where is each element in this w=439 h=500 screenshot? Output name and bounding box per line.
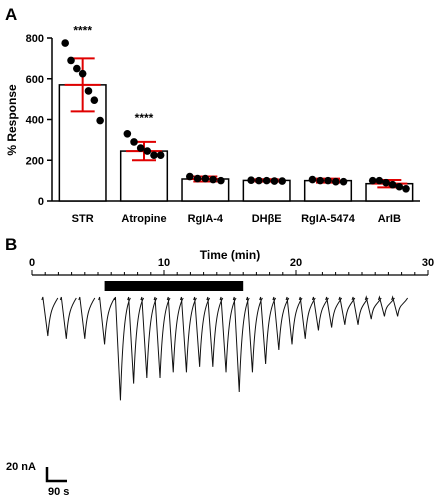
data-point	[308, 175, 317, 184]
y-tick-label: 200	[26, 155, 44, 167]
data-point	[255, 176, 263, 185]
data-point	[193, 174, 202, 183]
data-point	[96, 116, 104, 125]
data-point	[324, 176, 332, 185]
application-bar	[104, 281, 244, 291]
data-point	[136, 144, 145, 152]
x-tick-label: ArIB	[378, 213, 401, 225]
time-axis: 0 10 20 30	[29, 257, 434, 291]
current-pulse	[59, 296, 77, 339]
data-point	[78, 69, 87, 78]
current-pulse	[364, 295, 382, 320]
significance-label: ****	[73, 23, 92, 37]
current-pulse	[179, 296, 197, 373]
current-pulse	[285, 296, 303, 345]
significance-label: ****	[135, 111, 154, 125]
y-tick-label: 600	[26, 74, 44, 86]
significance-marks: **** ****	[73, 23, 153, 125]
current-pulse	[232, 296, 250, 393]
current-pulse	[245, 296, 263, 373]
data-point	[217, 176, 225, 185]
current-pulse	[41, 296, 59, 337]
current-pulse	[78, 296, 96, 339]
panel-a-label: A	[5, 5, 17, 24]
data-point	[201, 174, 210, 183]
scale-bar-lines	[45, 467, 67, 483]
current-pulse	[153, 296, 171, 379]
current-pulse	[311, 296, 329, 331]
data-point	[247, 176, 255, 185]
current-pulse	[193, 296, 211, 367]
data-point	[402, 184, 410, 193]
current-pulse	[272, 296, 290, 351]
current-trace	[41, 295, 409, 401]
current-pulse	[298, 296, 316, 339]
data-point	[375, 176, 384, 185]
x-tick-label: RgIA-4	[188, 213, 224, 225]
time-tick-label: 30	[422, 257, 434, 269]
data-point	[278, 177, 287, 185]
data-point	[316, 176, 325, 185]
data-point	[90, 96, 99, 104]
scale-time-label: 90 s	[48, 486, 69, 498]
time-tick-label: 20	[290, 257, 302, 269]
data-point	[185, 172, 194, 181]
data-point	[143, 147, 152, 155]
current-pulse	[206, 296, 224, 367]
y-axis: 0 200 400 600 800	[26, 33, 420, 208]
time-tick-label: 10	[158, 257, 170, 269]
data-point	[262, 176, 271, 185]
x-tick-label: DHβE	[252, 213, 282, 225]
data-point	[130, 138, 138, 146]
current-pulse	[113, 296, 131, 401]
y-tick-label: 400	[26, 115, 44, 127]
time-axis-title: Time (min)	[200, 248, 260, 262]
y-axis-title: % Response	[5, 84, 19, 156]
current-pulse	[377, 295, 395, 317]
current-pulse	[98, 296, 116, 345]
scale-bar: 20 nA 90 s	[6, 461, 69, 498]
current-pulse	[351, 296, 369, 325]
data-point	[84, 87, 93, 95]
data-point	[331, 177, 340, 186]
bar-0	[58, 84, 107, 202]
bar-chart-panel-a: % Response 0 200 400 600 800 STR Atropine RgIA…	[5, 23, 420, 225]
data-point	[270, 177, 279, 185]
current-pulse	[325, 296, 343, 328]
current-pulse	[391, 295, 409, 317]
data-point	[156, 151, 165, 159]
data-point	[395, 182, 404, 191]
x-tick-label: RgIA-5474	[301, 213, 356, 225]
data-point	[73, 64, 81, 73]
current-pulse	[166, 296, 184, 373]
current-pulse	[140, 296, 158, 379]
y-tick-label: 0	[38, 196, 44, 208]
x-tick-label: STR	[72, 213, 94, 225]
x-tick-label: Atropine	[121, 213, 166, 225]
current-pulse	[338, 296, 356, 325]
data-points-group	[61, 39, 410, 193]
error-bars-group	[64, 57, 408, 189]
current-pulse	[259, 296, 277, 365]
panel-b-label: B	[5, 235, 17, 254]
data-point	[368, 176, 377, 185]
scale-current-label: 20 nA	[6, 461, 36, 473]
bars-group	[58, 84, 414, 202]
x-axis-labels: STR Atropine RgIA-4 DHβE RgIA-5474 ArIB	[72, 213, 401, 225]
current-pulse	[219, 296, 237, 373]
data-point	[150, 151, 158, 159]
time-tick-label: 0	[29, 257, 35, 269]
current-pulse	[127, 296, 145, 384]
data-point	[209, 175, 217, 184]
trace-panel-b: Time (min) 0 10 20 30 20 nA 90 s	[6, 248, 434, 498]
data-point	[339, 177, 348, 186]
data-point	[61, 39, 69, 47]
data-point	[67, 56, 75, 65]
data-point	[123, 129, 132, 138]
y-tick-label: 800	[26, 33, 44, 45]
data-point	[382, 178, 390, 187]
data-point	[388, 180, 397, 189]
